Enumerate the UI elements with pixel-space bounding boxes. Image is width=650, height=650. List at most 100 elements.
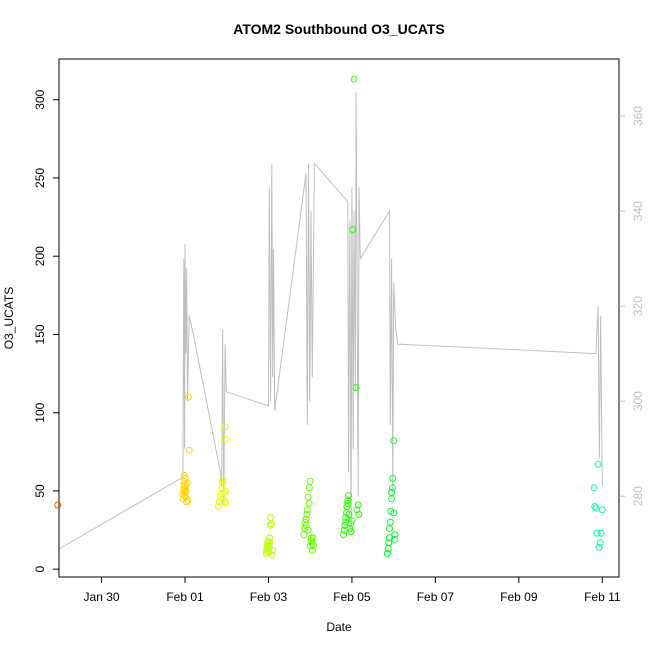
y-tick-label: 0 — [33, 566, 47, 573]
data-point — [593, 529, 601, 537]
data-point — [385, 539, 393, 547]
data-point — [592, 504, 600, 512]
data-point — [354, 501, 362, 509]
y2-tick-label: 360 — [631, 106, 645, 126]
data-point — [181, 474, 189, 482]
data-point — [310, 542, 317, 550]
data-point — [302, 515, 310, 523]
data-point — [347, 528, 355, 536]
data-point — [342, 518, 350, 526]
data-point — [214, 503, 222, 511]
x-tick-label: Feb 07 — [417, 590, 455, 604]
data-point — [220, 489, 228, 496]
data-point — [591, 503, 599, 511]
data-point — [389, 474, 397, 482]
data-point — [54, 501, 62, 509]
chart-title: ATOM2 Southbound O3_UCATS — [233, 21, 445, 37]
data-point — [306, 478, 314, 485]
data-point — [301, 518, 309, 526]
data-point — [391, 535, 398, 543]
data-point — [388, 495, 396, 503]
y-axis: 0 50 100 150 200 250 300 — [33, 89, 59, 573]
data-point — [340, 531, 348, 539]
data-point — [355, 510, 363, 518]
y-tick-label: 50 — [33, 484, 47, 498]
y-tick-label: 100 — [33, 402, 47, 422]
data-point — [182, 487, 190, 495]
y-tick-label: 150 — [33, 324, 47, 344]
data-point — [180, 471, 188, 479]
data-point — [221, 498, 229, 506]
data-point — [345, 492, 353, 500]
data-point — [598, 506, 606, 514]
data-point — [184, 496, 192, 504]
data-point — [221, 423, 229, 431]
y-tick-label: 200 — [33, 246, 47, 266]
data-point — [594, 460, 602, 468]
data-point — [344, 496, 352, 504]
data-point — [347, 520, 355, 528]
data-point — [267, 514, 275, 521]
data-point — [265, 542, 273, 550]
data-point — [183, 479, 191, 487]
x-tick-label: Feb 01 — [166, 590, 204, 604]
x-tick-label: Feb 03 — [250, 590, 288, 604]
data-point — [266, 521, 274, 529]
data-point — [350, 75, 358, 83]
data-point — [345, 510, 353, 518]
data-point — [269, 546, 277, 554]
data-point — [309, 534, 317, 542]
x-tick-label: Feb 09 — [500, 590, 538, 604]
data-point — [388, 484, 396, 492]
data-point — [386, 525, 393, 532]
data-point — [390, 437, 398, 445]
data-point — [304, 493, 312, 501]
x-axis: Jan 30 Feb 01 Feb 03 Feb 05 Feb 07 Feb 09 Feb … — [84, 577, 621, 604]
data-point — [305, 499, 313, 507]
data-point — [265, 539, 273, 547]
y-tick-label: 250 — [33, 168, 47, 188]
data-point — [267, 520, 275, 528]
data-point — [264, 540, 272, 548]
data-point — [597, 529, 605, 537]
y-axis-label: O3_UCATS — [2, 287, 16, 349]
data-point — [219, 479, 227, 487]
data-point — [348, 517, 356, 525]
trace-line — [59, 92, 603, 549]
y2-tick-label: 300 — [631, 391, 645, 411]
data-point — [303, 510, 311, 518]
trace-layer — [59, 92, 603, 549]
data-point — [346, 525, 354, 532]
data-point — [222, 435, 229, 443]
data-point — [222, 499, 230, 507]
data-point — [185, 446, 193, 454]
data-point — [305, 484, 313, 492]
y2-tick-label: 280 — [631, 486, 645, 506]
x-tick-label: Feb 11 — [584, 590, 621, 604]
data-point — [344, 499, 352, 507]
data-point — [304, 526, 312, 534]
data-point — [595, 543, 603, 551]
data-point — [352, 384, 360, 392]
data-point — [596, 539, 604, 547]
data-point — [308, 546, 316, 554]
data-point — [268, 551, 276, 559]
data-point — [391, 531, 399, 539]
data-point — [183, 498, 191, 506]
data-point — [590, 484, 598, 492]
data-point — [388, 489, 396, 496]
y2-tick-label: 320 — [631, 296, 645, 316]
data-point — [266, 534, 274, 542]
y2-tick-label: 340 — [631, 201, 645, 221]
data-point — [222, 487, 229, 495]
points-layer — [54, 75, 606, 559]
data-point — [386, 534, 393, 542]
x-axis-label: Date — [326, 620, 352, 634]
data-point — [184, 393, 192, 401]
data-point — [219, 476, 227, 484]
y2-axis: 280 300 320 340 360 — [619, 106, 645, 506]
y-tick-label: 300 — [33, 89, 47, 109]
data-point — [303, 506, 311, 514]
plot-frame — [58, 58, 620, 578]
